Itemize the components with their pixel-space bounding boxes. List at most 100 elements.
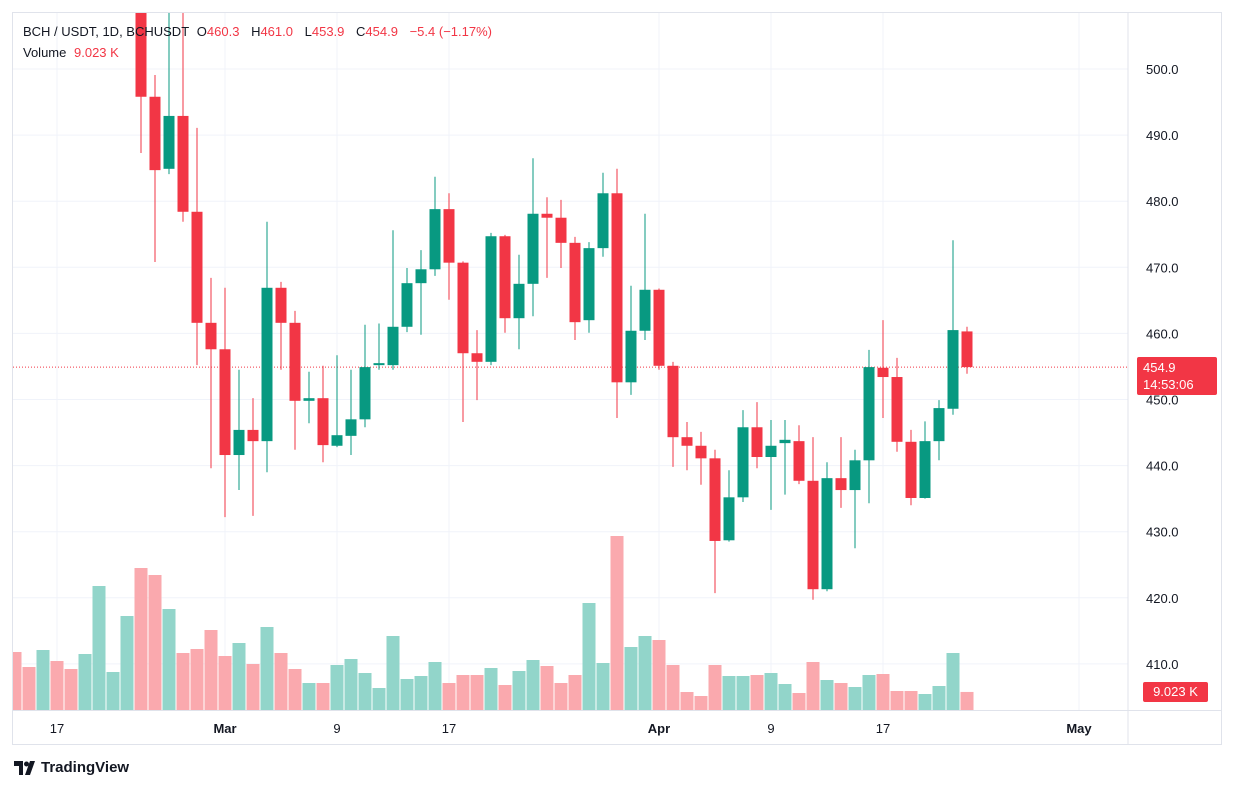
candle-up [821, 478, 833, 590]
volume-bar [862, 675, 876, 710]
candle-down [877, 367, 889, 378]
volume-axis-label: 9.023 K [1143, 682, 1208, 702]
candle-up [527, 213, 539, 284]
volume-bar [736, 676, 750, 710]
candle-down [681, 437, 693, 446]
volume-bar [694, 696, 708, 710]
candle-down [317, 398, 329, 446]
volume-bar [848, 687, 862, 710]
candle-down [695, 445, 707, 459]
volume-bar [120, 616, 134, 710]
volume-bar [512, 671, 526, 710]
candle-down [667, 365, 679, 438]
volume-bar [764, 673, 778, 710]
volume-bar [400, 679, 414, 710]
symbol-title[interactable]: BCH / USDT, 1D, BCHUSDT [23, 24, 190, 39]
high-value: 461.0 [260, 24, 293, 39]
volume-bar [596, 663, 610, 710]
candle-down [219, 349, 231, 456]
volume-bar [13, 652, 22, 710]
candle-down [149, 96, 161, 171]
tradingview-logo[interactable]: TradingView [14, 759, 129, 776]
candle-down [247, 429, 259, 442]
candle-up [373, 363, 385, 366]
candle-down [135, 13, 147, 97]
close-label: C [356, 24, 366, 39]
volume-bar [666, 665, 680, 710]
volume-bar [372, 688, 386, 710]
volume-bar [64, 669, 78, 710]
volume-bar [414, 676, 428, 710]
y-tick-label: 460.0 [1146, 326, 1179, 341]
volume-value: 9.023 K [74, 45, 119, 60]
volume-bar [50, 661, 64, 710]
x-tick-label: 9 [767, 721, 774, 736]
y-tick-label: 410.0 [1146, 657, 1179, 672]
chart-frame [12, 12, 1222, 745]
tradingview-logo-icon [14, 760, 35, 775]
candle-down [709, 458, 721, 541]
volume-bar [232, 643, 246, 710]
volume-bar [428, 662, 442, 710]
volume-bar [316, 683, 330, 710]
volume-bar [610, 536, 624, 710]
candle-up [849, 460, 861, 491]
candle-down [835, 478, 847, 491]
candle-up [359, 367, 371, 420]
volume-bar [554, 683, 568, 710]
y-tick-label: 430.0 [1146, 525, 1179, 540]
candle-down [793, 441, 805, 481]
candle-down [555, 217, 567, 243]
open-label: O [196, 24, 207, 39]
volume-bar [484, 668, 498, 710]
x-tick-label: 17 [50, 721, 64, 736]
candle-up [261, 287, 273, 442]
x-tick-label: 17 [442, 721, 456, 736]
y-tick-label: 490.0 [1146, 128, 1179, 143]
x-tick-label: May [1066, 721, 1092, 736]
volume-bar [876, 674, 890, 710]
candle-up [933, 408, 945, 442]
volume-bar [904, 691, 918, 710]
volume-bar [778, 684, 792, 710]
candle-up [583, 248, 595, 321]
volume-bar [134, 568, 148, 710]
candle-down [653, 289, 665, 366]
volume-bar [750, 675, 764, 710]
open-value: 460.3 [206, 24, 240, 39]
change-value: −5.4 (−1.17%) [409, 24, 492, 39]
volume-bar [190, 649, 204, 710]
candle-up [401, 283, 413, 327]
volume-bar [162, 609, 176, 710]
candle-up [597, 193, 609, 249]
candle-down [611, 193, 623, 383]
volume-bar [204, 630, 218, 710]
volume-label[interactable]: Volume [23, 45, 67, 60]
volume-bar [246, 664, 260, 710]
candle-up [723, 497, 735, 541]
y-tick-label: 500.0 [1146, 62, 1179, 77]
volume-bar [302, 683, 316, 710]
volume-bar [218, 656, 232, 710]
volume-bar [148, 575, 162, 710]
y-tick-label: 480.0 [1146, 194, 1179, 209]
volume-bar [274, 653, 288, 710]
y-tick-label: 450.0 [1146, 393, 1179, 408]
volume-bar [834, 683, 848, 710]
y-tick-label: 440.0 [1146, 459, 1179, 474]
candle-down [205, 322, 217, 350]
volume-bar [820, 680, 834, 710]
volume-bar [638, 636, 652, 710]
volume-bar [918, 694, 932, 710]
candle-down [751, 427, 763, 458]
candle-down [961, 331, 973, 368]
candle-up [429, 209, 441, 270]
volume-bar [652, 640, 666, 710]
volume-bar [442, 683, 456, 710]
volume-bar [722, 676, 736, 710]
low-value: 453.9 [311, 24, 345, 39]
volume-bar [344, 659, 358, 710]
volume-bar [806, 662, 820, 710]
candle-up [331, 435, 343, 446]
